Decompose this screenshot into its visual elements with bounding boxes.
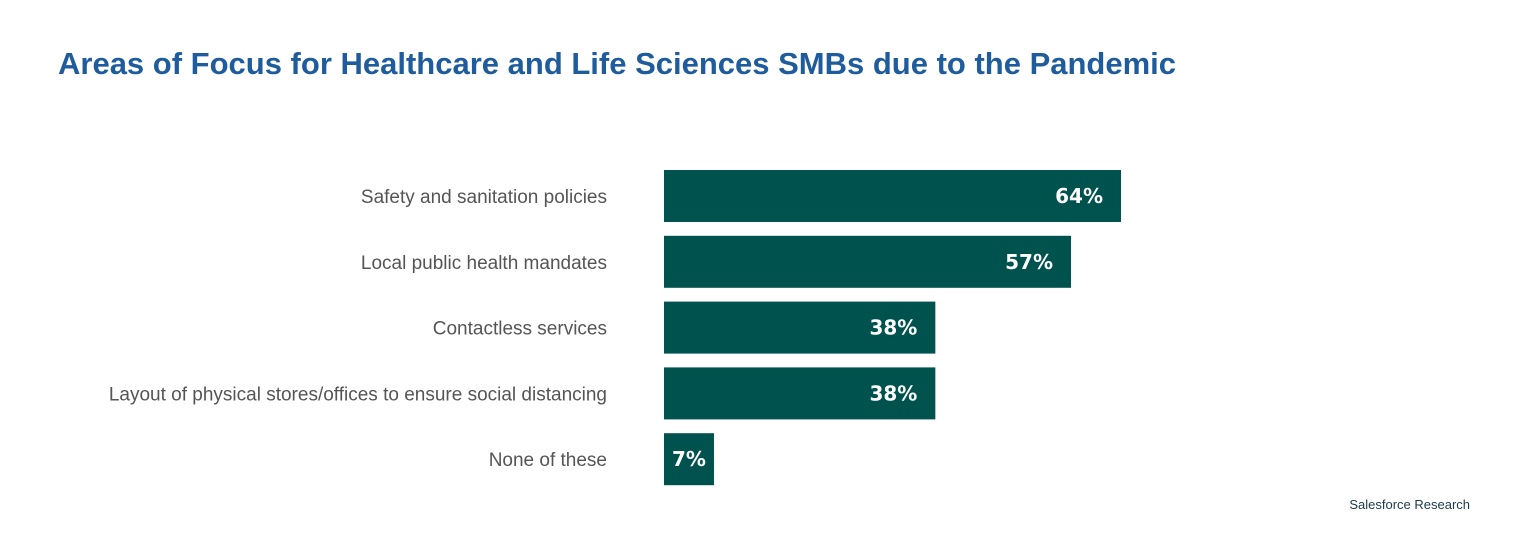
source-note: Salesforce Research [1349,497,1470,512]
category-label: None of these [489,450,607,471]
bar [664,170,1121,222]
category-label: Local public health mandates [361,253,607,274]
value-label: 57% [1005,250,1053,274]
chart-title: Areas of Focus for Healthcare and Life S… [58,46,1177,81]
category-label: Layout of physical stores/offices to ens… [109,384,607,405]
bar [664,235,1072,288]
value-label: 64% [1055,184,1103,208]
value-label: 7% [672,447,706,471]
bar [664,301,936,354]
bar [664,433,714,486]
category-label: Safety and sanitation policies [361,187,607,208]
value-label: 38% [869,381,917,405]
category-label: Contactless services [433,319,607,340]
value-label: 38% [869,316,917,340]
bar [664,367,936,420]
